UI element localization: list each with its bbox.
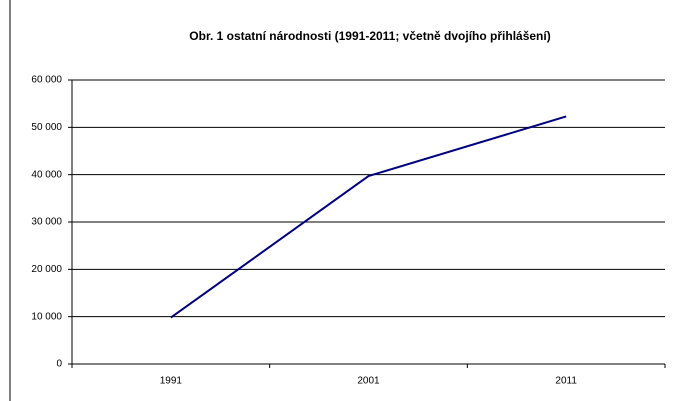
- y-tick-label: 60 000: [31, 75, 62, 86]
- y-tick-label: 20 000: [31, 264, 62, 275]
- y-tick-label: 10 000: [31, 311, 62, 322]
- y-tick-label: 40 000: [31, 169, 62, 180]
- y-tick-label: 50 000: [31, 122, 62, 133]
- x-tick-label: 2011: [555, 376, 577, 387]
- chart-title: Obr. 1 ostatní národnosti (1991-2011; vč…: [189, 29, 550, 43]
- data-line: [170, 115, 567, 319]
- y-tick-label: 0: [56, 359, 62, 370]
- y-tick-label: 30 000: [31, 217, 62, 228]
- x-tick-label: 1991: [160, 376, 183, 387]
- x-tick-label: 2001: [357, 376, 380, 387]
